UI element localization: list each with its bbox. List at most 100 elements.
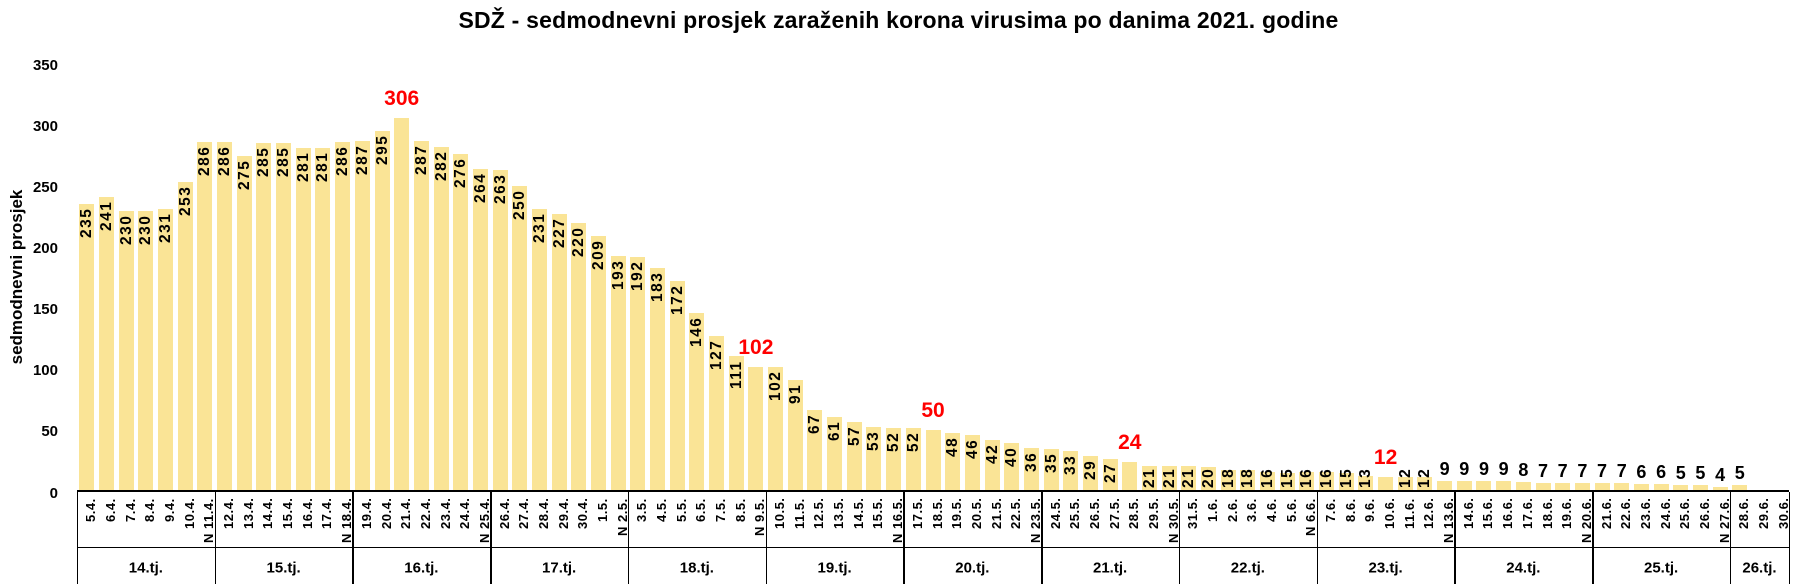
- bar: [256, 143, 272, 492]
- x-axis-date-label: 26.5.: [1086, 497, 1102, 529]
- bar: [1653, 484, 1669, 492]
- y-axis-tick-label: 150: [32, 301, 58, 319]
- x-axis-date-label: 15.5.: [870, 497, 886, 529]
- bar: [728, 355, 744, 492]
- x-axis-date-label: N 16.5.: [890, 497, 906, 543]
- bar-value-label: 15: [1278, 467, 1296, 488]
- chart-title: SDŽ - sedmodnevni prosjek zaraženih koro…: [458, 7, 1339, 33]
- x-axis-date-label: 28.5.: [1126, 497, 1142, 529]
- bar: [650, 267, 665, 492]
- bar: [354, 140, 370, 492]
- bar: [1102, 458, 1118, 492]
- bar-value-label: 27: [1101, 462, 1119, 483]
- x-axis-date-label: 4.6.: [1264, 498, 1280, 522]
- x-axis-date-label: 30.4.: [575, 497, 591, 529]
- x-axis-date-label: 31.5.: [1185, 497, 1201, 529]
- week-divider-line: [352, 491, 354, 584]
- bar: [531, 209, 547, 492]
- x-axis-date-label: 3.6.: [1244, 498, 1260, 522]
- bar: [846, 421, 862, 492]
- x-axis-date-label: 24.5.: [1047, 497, 1063, 529]
- x-axis-date-label: 22.5.: [1008, 497, 1024, 529]
- bar: [1633, 484, 1649, 492]
- bar-value-label: 52: [885, 431, 903, 452]
- bar-value-label: 231: [157, 212, 175, 244]
- x-axis-date-label: 23.4.: [437, 497, 453, 529]
- bar-value-label: 91: [786, 384, 804, 405]
- bar: [1240, 469, 1256, 492]
- bar-value-label: 235: [78, 208, 96, 239]
- bar: [1004, 442, 1020, 492]
- bar-value-label: 12: [1396, 467, 1414, 488]
- bar-value-label: 285: [275, 147, 293, 178]
- x-axis-date-label: 5.6.: [1283, 498, 1299, 522]
- bar: [1574, 482, 1590, 492]
- bar-value-label: 285: [255, 147, 273, 178]
- bar-value-label: 220: [570, 226, 588, 257]
- bar-value-label: 52: [904, 431, 922, 452]
- x-axis-date-label: 17.5.: [909, 497, 925, 529]
- x-axis-date-label: 21.4.: [398, 497, 414, 529]
- bar-value-label: 263: [491, 173, 509, 205]
- week-label: 16.tj.: [404, 559, 439, 577]
- bar: [964, 435, 980, 492]
- bar-value-label: 7: [1538, 460, 1549, 481]
- bar: [886, 427, 902, 492]
- bar-value-label: 21: [1160, 467, 1178, 488]
- bar: [1141, 465, 1157, 492]
- bar: [374, 131, 390, 492]
- week-divider-line: [765, 491, 768, 584]
- bar-value-label: 7: [1597, 460, 1608, 481]
- bar: [1712, 486, 1728, 492]
- bar-value-label: 9: [1459, 458, 1470, 479]
- bar-value-label: 7: [1557, 460, 1568, 481]
- bar-value-label: 48: [944, 436, 962, 457]
- x-axis-date-label: N 2.5.: [614, 498, 630, 536]
- bar: [1692, 485, 1708, 492]
- x-axis-date-label: N 20.6.: [1578, 497, 1594, 543]
- week-divider-line: [1178, 491, 1181, 584]
- x-axis-date-label: N 27.6.: [1716, 497, 1732, 543]
- bar-value-label: 53: [865, 430, 883, 451]
- bar-value-label: 16: [1318, 467, 1336, 488]
- bar: [1063, 451, 1079, 492]
- bar-value-label: 15: [1337, 467, 1355, 488]
- bar: [492, 170, 508, 492]
- bar: [1338, 473, 1354, 492]
- x-axis-date-label: 10.6.: [1382, 497, 1398, 529]
- x-axis-date-label: 1.5.: [594, 498, 610, 522]
- bar-value-label: 16: [1259, 467, 1277, 488]
- week-divider-line: [214, 491, 217, 584]
- x-axis-date-label: 15.6.: [1480, 497, 1496, 529]
- bar: [1476, 480, 1492, 492]
- bar-value-label: 5: [1734, 463, 1745, 484]
- x-axis-date-label: 7.5.: [713, 498, 729, 522]
- x-axis-date-label: N 18.4.: [339, 497, 355, 543]
- x-axis-date-label: N 23.5.: [1027, 497, 1043, 543]
- bar-value-label: 230: [137, 214, 155, 245]
- bar-value-label: 4: [1715, 464, 1726, 485]
- bar-value-label: 5: [1675, 463, 1686, 484]
- x-axis-date-label: 19.5.: [949, 497, 965, 529]
- bar-value-label: 5: [1695, 463, 1706, 484]
- x-axis-date-label: 29.6.: [1755, 497, 1771, 529]
- bar-value-label: 192: [629, 260, 647, 291]
- x-axis-date-label: 9.6.: [1362, 498, 1378, 522]
- bar: [1260, 471, 1276, 492]
- bar-value-label: 21: [1180, 467, 1198, 488]
- bar-value-label: 281: [314, 151, 332, 183]
- bar: [1614, 482, 1630, 492]
- week-label: 17.tj.: [542, 559, 577, 577]
- week-divider-line: [1316, 491, 1319, 584]
- bar-value-label: 253: [176, 186, 194, 217]
- week-divider-line: [1729, 491, 1732, 584]
- bar-value-label: 227: [550, 217, 568, 249]
- x-axis-date-label: 14.5.: [850, 497, 866, 529]
- week-label: 23.tj.: [1368, 559, 1403, 577]
- bar: [1220, 469, 1236, 492]
- x-axis-date-label: 16.6.: [1500, 497, 1516, 529]
- bar-value-label: 241: [98, 200, 116, 232]
- bar-value-label: 264: [471, 172, 489, 204]
- x-axis-date-label: 5.5.: [673, 498, 689, 522]
- x-axis-date-label: N 9.5.: [752, 498, 768, 536]
